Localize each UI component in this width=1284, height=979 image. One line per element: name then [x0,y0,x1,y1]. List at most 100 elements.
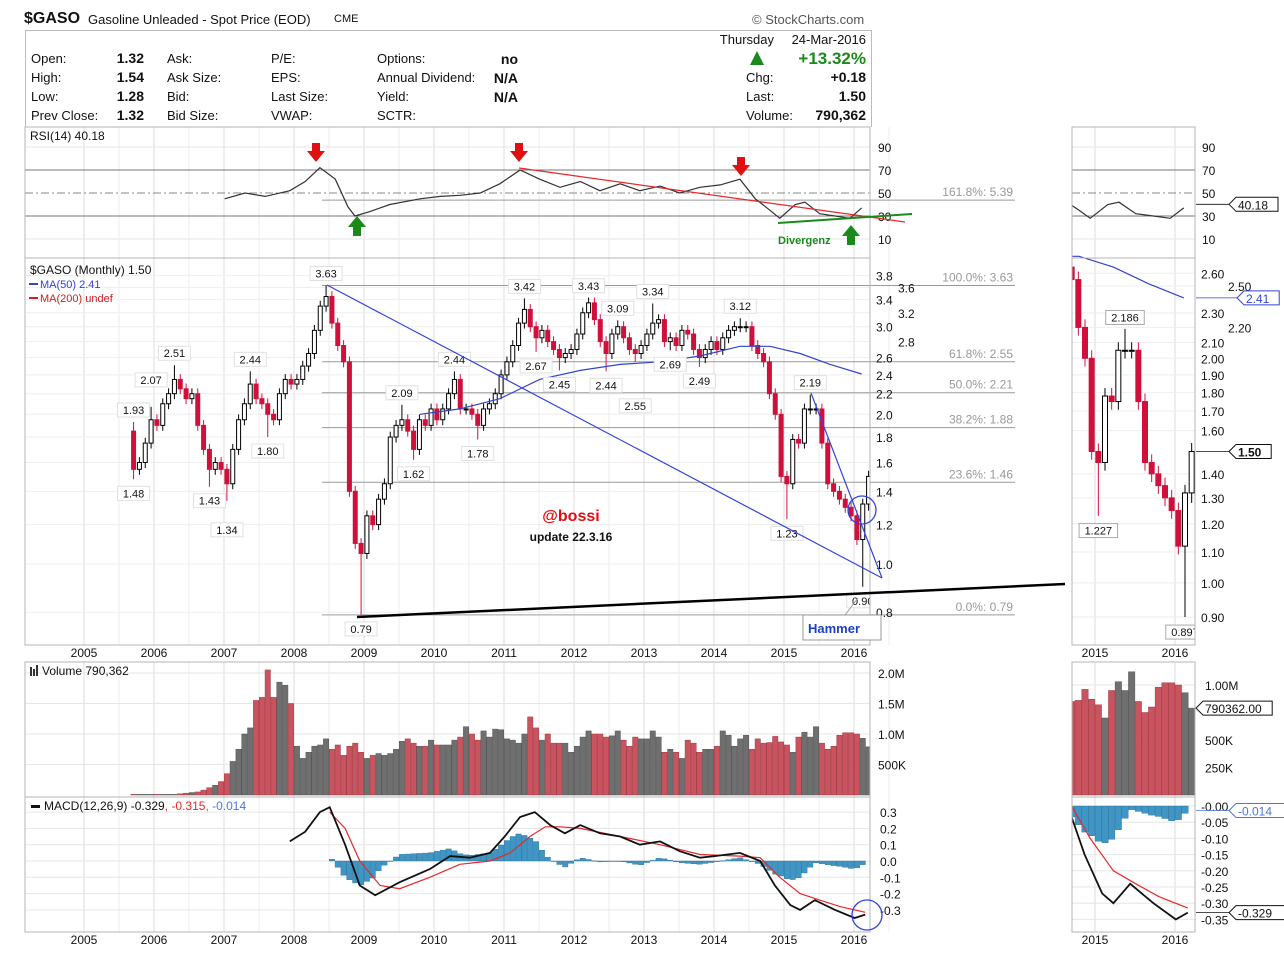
volume-bar [188,792,195,796]
volume-bar [824,749,831,796]
price-point-label: 2.07 [140,375,161,387]
macd-histogram-bar [661,858,668,862]
year-tick-label: 2006 [141,933,168,947]
candle-body [796,438,802,444]
price-candle [516,317,522,351]
price-candle [393,420,399,443]
detail-ma50-line [1072,255,1185,299]
detail-rsi-tick-label: 10 [1202,233,1216,247]
fibonacci-label: 50.0%: 2.21 [949,378,1013,392]
price-point-label-box [210,522,244,538]
detail-volume-bar [1188,707,1195,796]
stockcharts-watermark[interactable]: © StockCharts.com [752,12,865,27]
volume-bar [737,738,744,796]
breakout-circle [847,495,877,525]
volume-bar [305,752,312,796]
detail-price-tick-label: 1.60 [1201,425,1225,439]
candle-body [702,348,708,359]
macd-tick-label: -0.3 [880,904,901,918]
detail-price-candle [1182,484,1188,617]
green-arrow-icon [348,216,860,245]
candle-body [772,393,778,415]
price-candle [276,388,282,426]
macd-histogram-bar [544,857,551,862]
detail-volume-bar [1062,694,1068,795]
macd-line [289,805,866,919]
macd-histogram-bar [445,848,452,862]
detail-volume-bar [1181,692,1189,796]
macd-histogram-bar [434,851,440,862]
detail-price-point-label: 2.186 [1111,312,1139,324]
candle-body [831,483,837,492]
volume-bar [597,733,604,796]
price-tick-label: 1.6 [876,456,893,470]
detail-price-candle [1168,489,1175,519]
year-tick-label: 2012 [561,933,588,947]
price-candle [370,510,376,531]
low-label: Low: [31,89,59,104]
price-candle [241,398,247,426]
candle-body [1182,492,1188,547]
macd-histogram-bar [848,860,854,869]
detail-volume-bar [1101,717,1109,796]
volume-bar [708,749,715,796]
rsi-resistance-line[interactable] [518,167,906,223]
detail-macd-histogram-bar [1181,805,1189,814]
macd-histogram-bar [533,841,539,862]
price-point-label: 2.44 [595,380,616,392]
price-candle [842,493,848,513]
change-percent: +13.32% [798,49,866,68]
last-close-tag: 1.50 [1238,445,1262,459]
support-line[interactable] [356,582,1066,619]
volume-bar [579,736,586,796]
candle-body [201,424,207,450]
year-tick-label: 2014 [701,933,728,947]
price-candle [253,378,259,405]
candle-body [1102,395,1108,463]
macd-hist-last-tag-box [1228,803,1284,819]
price-tick-label: 2.8 [898,336,915,350]
price-point-label-box [793,375,827,391]
detail-volume-bar [1108,690,1116,796]
candle-body [504,361,510,376]
price-candle [591,297,597,326]
volume-bar [643,738,650,796]
price-candle [387,431,393,490]
volume-bar [614,730,621,796]
volume-bar [573,745,580,796]
volume-bar [136,794,143,796]
volume-bar [276,681,283,796]
downtrend-line[interactable] [326,284,883,579]
detail-price-candle [1072,259,1075,288]
rsi-divergence-line[interactable] [777,213,913,224]
volume-bar [684,739,691,796]
volume-bar [363,758,370,796]
detail-macd-histogram-bar [1088,805,1096,836]
macd-histogram-bar [766,860,773,871]
detail-price-tick-label: 1.90 [1201,369,1225,383]
price-candle [825,437,831,490]
price-candle [300,360,306,385]
candle-body [521,308,527,324]
price-candle [568,344,574,359]
price-point-label-box [117,485,151,501]
price-point-label: 2.69 [660,359,681,371]
price-candle [311,324,317,359]
price-candle [259,393,265,410]
year-tick-label: 2006 [141,646,168,660]
macd-histogram-bar [410,853,417,862]
author-label: @bossi [542,508,599,525]
volume-bar [428,739,435,796]
candle-body [591,302,597,321]
price-tick-label: 2.4 [876,369,893,383]
price-candle [562,348,568,364]
quote-day: Thursday [719,32,774,47]
price-candle [615,320,621,340]
short-downtrend-line[interactable] [810,392,883,579]
volume-bar [562,742,569,796]
price-candle [335,317,341,351]
price-point-label: 1.62 [403,469,424,481]
candle-body [422,419,428,426]
candle-body [481,408,487,426]
detail-rsi-tick-label: 50 [1202,187,1216,201]
